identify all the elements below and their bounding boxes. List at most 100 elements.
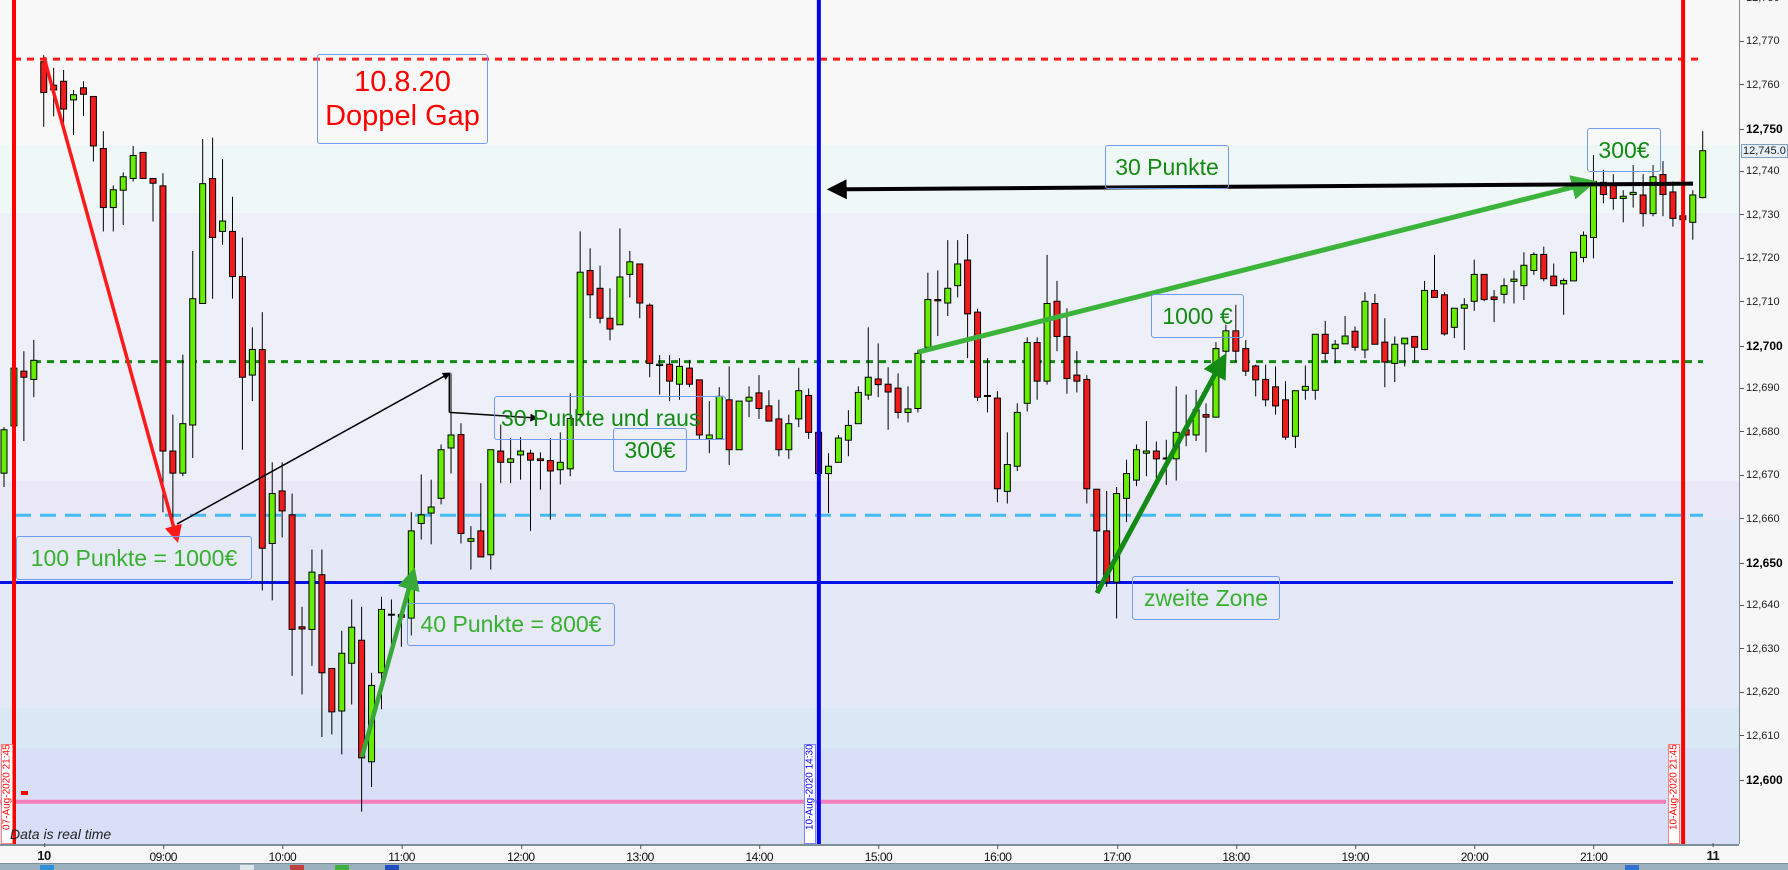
- candle: [1530, 252, 1538, 275]
- candle: [636, 263, 644, 319]
- note-100-punkte[interactable]: 100 Punkte = 1000€: [16, 536, 252, 580]
- candle-body: [864, 376, 872, 396]
- candle-body: [358, 639, 366, 759]
- candle: [1649, 165, 1657, 217]
- candle-body: [894, 387, 902, 413]
- candle: [268, 462, 276, 601]
- candle: [1232, 304, 1240, 363]
- toolbar-button-icon[interactable]: [335, 865, 349, 870]
- candle-body: [1033, 342, 1041, 382]
- candle: [834, 434, 842, 463]
- note-300-euro-2[interactable]: 300€: [1587, 128, 1661, 172]
- candle: [894, 373, 902, 419]
- toolbar-button-icon[interactable]: [40, 865, 54, 870]
- note-doppel-gap[interactable]: 10.8.20 Doppel Gap: [317, 54, 488, 144]
- candle: [606, 288, 614, 341]
- note-1000-euro[interactable]: 1000 €: [1151, 294, 1244, 338]
- candle-body: [159, 185, 167, 452]
- toolbar-button-icon[interactable]: [385, 865, 399, 870]
- candle: [1580, 231, 1588, 263]
- price-tick-label: 12,760: [1740, 79, 1780, 91]
- candle: [129, 145, 137, 182]
- price-axis[interactable]: 12,745.0 12,600 12,610 12,620 12,630 12,640 1…: [1739, 0, 1788, 844]
- toolbar-button-icon[interactable]: [290, 865, 304, 870]
- candle-body: [606, 317, 614, 330]
- note-title: Doppel Gap: [325, 100, 480, 132]
- note-40-punkte[interactable]: 40 Punkte = 800€: [407, 603, 615, 646]
- candle-body: [765, 405, 773, 422]
- vertical-line-label: 10-Aug-2020 14:30: [804, 744, 816, 844]
- candle: [775, 399, 783, 457]
- candle-body: [914, 352, 922, 409]
- candle: [1520, 252, 1528, 300]
- candle: [1083, 375, 1091, 504]
- candle: [179, 354, 187, 477]
- note-30-punkte[interactable]: 30 Punkte: [1105, 145, 1229, 189]
- candle: [1510, 270, 1518, 304]
- note-300-euro[interactable]: 300€: [613, 428, 687, 472]
- candle: [1321, 320, 1329, 363]
- candle-body: [328, 667, 336, 713]
- candle: [189, 250, 197, 458]
- candle-body: [825, 465, 833, 475]
- candle-body: [497, 450, 505, 463]
- trend-arrow: [449, 411, 539, 422]
- candle-body: [199, 183, 207, 304]
- candle: [725, 366, 733, 465]
- candle-body: [1609, 184, 1617, 199]
- price-tick-label: 12,660: [1740, 513, 1780, 525]
- candle: [1152, 441, 1160, 479]
- candle-body: [964, 259, 972, 315]
- candle: [477, 483, 485, 558]
- candle: [1699, 131, 1707, 199]
- candle: [109, 185, 117, 232]
- candle-body: [775, 418, 783, 451]
- candle-body: [1470, 273, 1478, 302]
- candle: [1351, 326, 1359, 351]
- candle-body: [735, 400, 743, 451]
- candle: [785, 414, 793, 459]
- candle-body: [785, 423, 793, 451]
- note-30-punkte-und-raus[interactable]: 30 Punkte und raus: [494, 396, 726, 440]
- candle-body: [944, 287, 952, 304]
- candle: [238, 237, 246, 450]
- candle-body: [1411, 335, 1419, 348]
- candle: [1301, 365, 1309, 400]
- candle: [1560, 278, 1568, 315]
- note-zweite-zone[interactable]: zweite Zone: [1132, 576, 1280, 620]
- candle: [318, 549, 326, 738]
- candle-body: [1450, 307, 1458, 328]
- candle-body: [487, 449, 495, 556]
- candle-body: [1013, 411, 1021, 467]
- time-tick-label: 14:00: [745, 845, 773, 864]
- candle-body: [1391, 343, 1399, 364]
- candle: [219, 158, 227, 245]
- candle-body: [0, 429, 8, 474]
- candle: [1480, 273, 1488, 302]
- background-band: [0, 145, 1739, 213]
- candle-body: [387, 613, 395, 616]
- candle-body: [89, 95, 97, 147]
- candle: [1093, 488, 1101, 593]
- candle-body: [79, 87, 87, 95]
- chart-plot-area[interactable]: 07-Aug-2020 21:45 10-Aug-2020 14:30 10-A…: [0, 0, 1739, 844]
- candle: [1689, 190, 1697, 240]
- candle-body: [755, 392, 763, 409]
- candle: [755, 375, 763, 419]
- candle: [1669, 181, 1677, 227]
- candle-body: [1291, 390, 1299, 437]
- position-marker: [21, 791, 28, 795]
- candle: [79, 81, 87, 116]
- candle: [695, 379, 703, 440]
- time-axis[interactable]: 10 09:00 10:00 11:00 12:00 13:00 14:00 15:00 16:…: [0, 843, 1739, 865]
- candle: [646, 303, 654, 378]
- candle-body: [1361, 300, 1369, 351]
- candle-body: [646, 304, 654, 364]
- candle: [596, 265, 604, 324]
- toolbar-button-icon[interactable]: [1625, 865, 1639, 870]
- candle: [934, 270, 942, 337]
- trend-arrow: [917, 175, 1597, 355]
- candle-body: [705, 434, 713, 440]
- candle-body: [268, 493, 276, 544]
- toolbar-button-icon[interactable]: [240, 865, 254, 870]
